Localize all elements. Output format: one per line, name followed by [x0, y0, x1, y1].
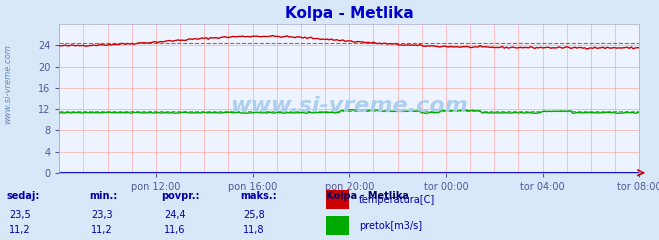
Text: 24,4: 24,4 [164, 210, 185, 220]
Text: min.:: min.: [89, 191, 117, 201]
Text: 23,3: 23,3 [92, 210, 113, 220]
Title: Kolpa - Metlika: Kolpa - Metlika [285, 6, 414, 21]
Text: sedaj:: sedaj: [7, 191, 40, 201]
Text: www.si-vreme.com: www.si-vreme.com [3, 44, 13, 124]
Text: 25,8: 25,8 [243, 210, 265, 220]
Text: 11,8: 11,8 [243, 225, 264, 235]
Text: povpr.:: povpr.: [161, 191, 200, 201]
Text: 11,6: 11,6 [164, 225, 185, 235]
Text: www.si-vreme.com: www.si-vreme.com [231, 96, 468, 116]
Text: 11,2: 11,2 [92, 225, 113, 235]
Text: 23,5: 23,5 [9, 210, 31, 220]
Bar [326, 216, 349, 235]
Bar [326, 190, 349, 209]
Text: maks.:: maks.: [241, 191, 277, 201]
Text: Kolpa - Metlika: Kolpa - Metlika [326, 191, 409, 201]
Text: pretok[m3/s]: pretok[m3/s] [359, 221, 422, 231]
Text: 11,2: 11,2 [9, 225, 30, 235]
Text: temperatura[C]: temperatura[C] [359, 195, 436, 204]
